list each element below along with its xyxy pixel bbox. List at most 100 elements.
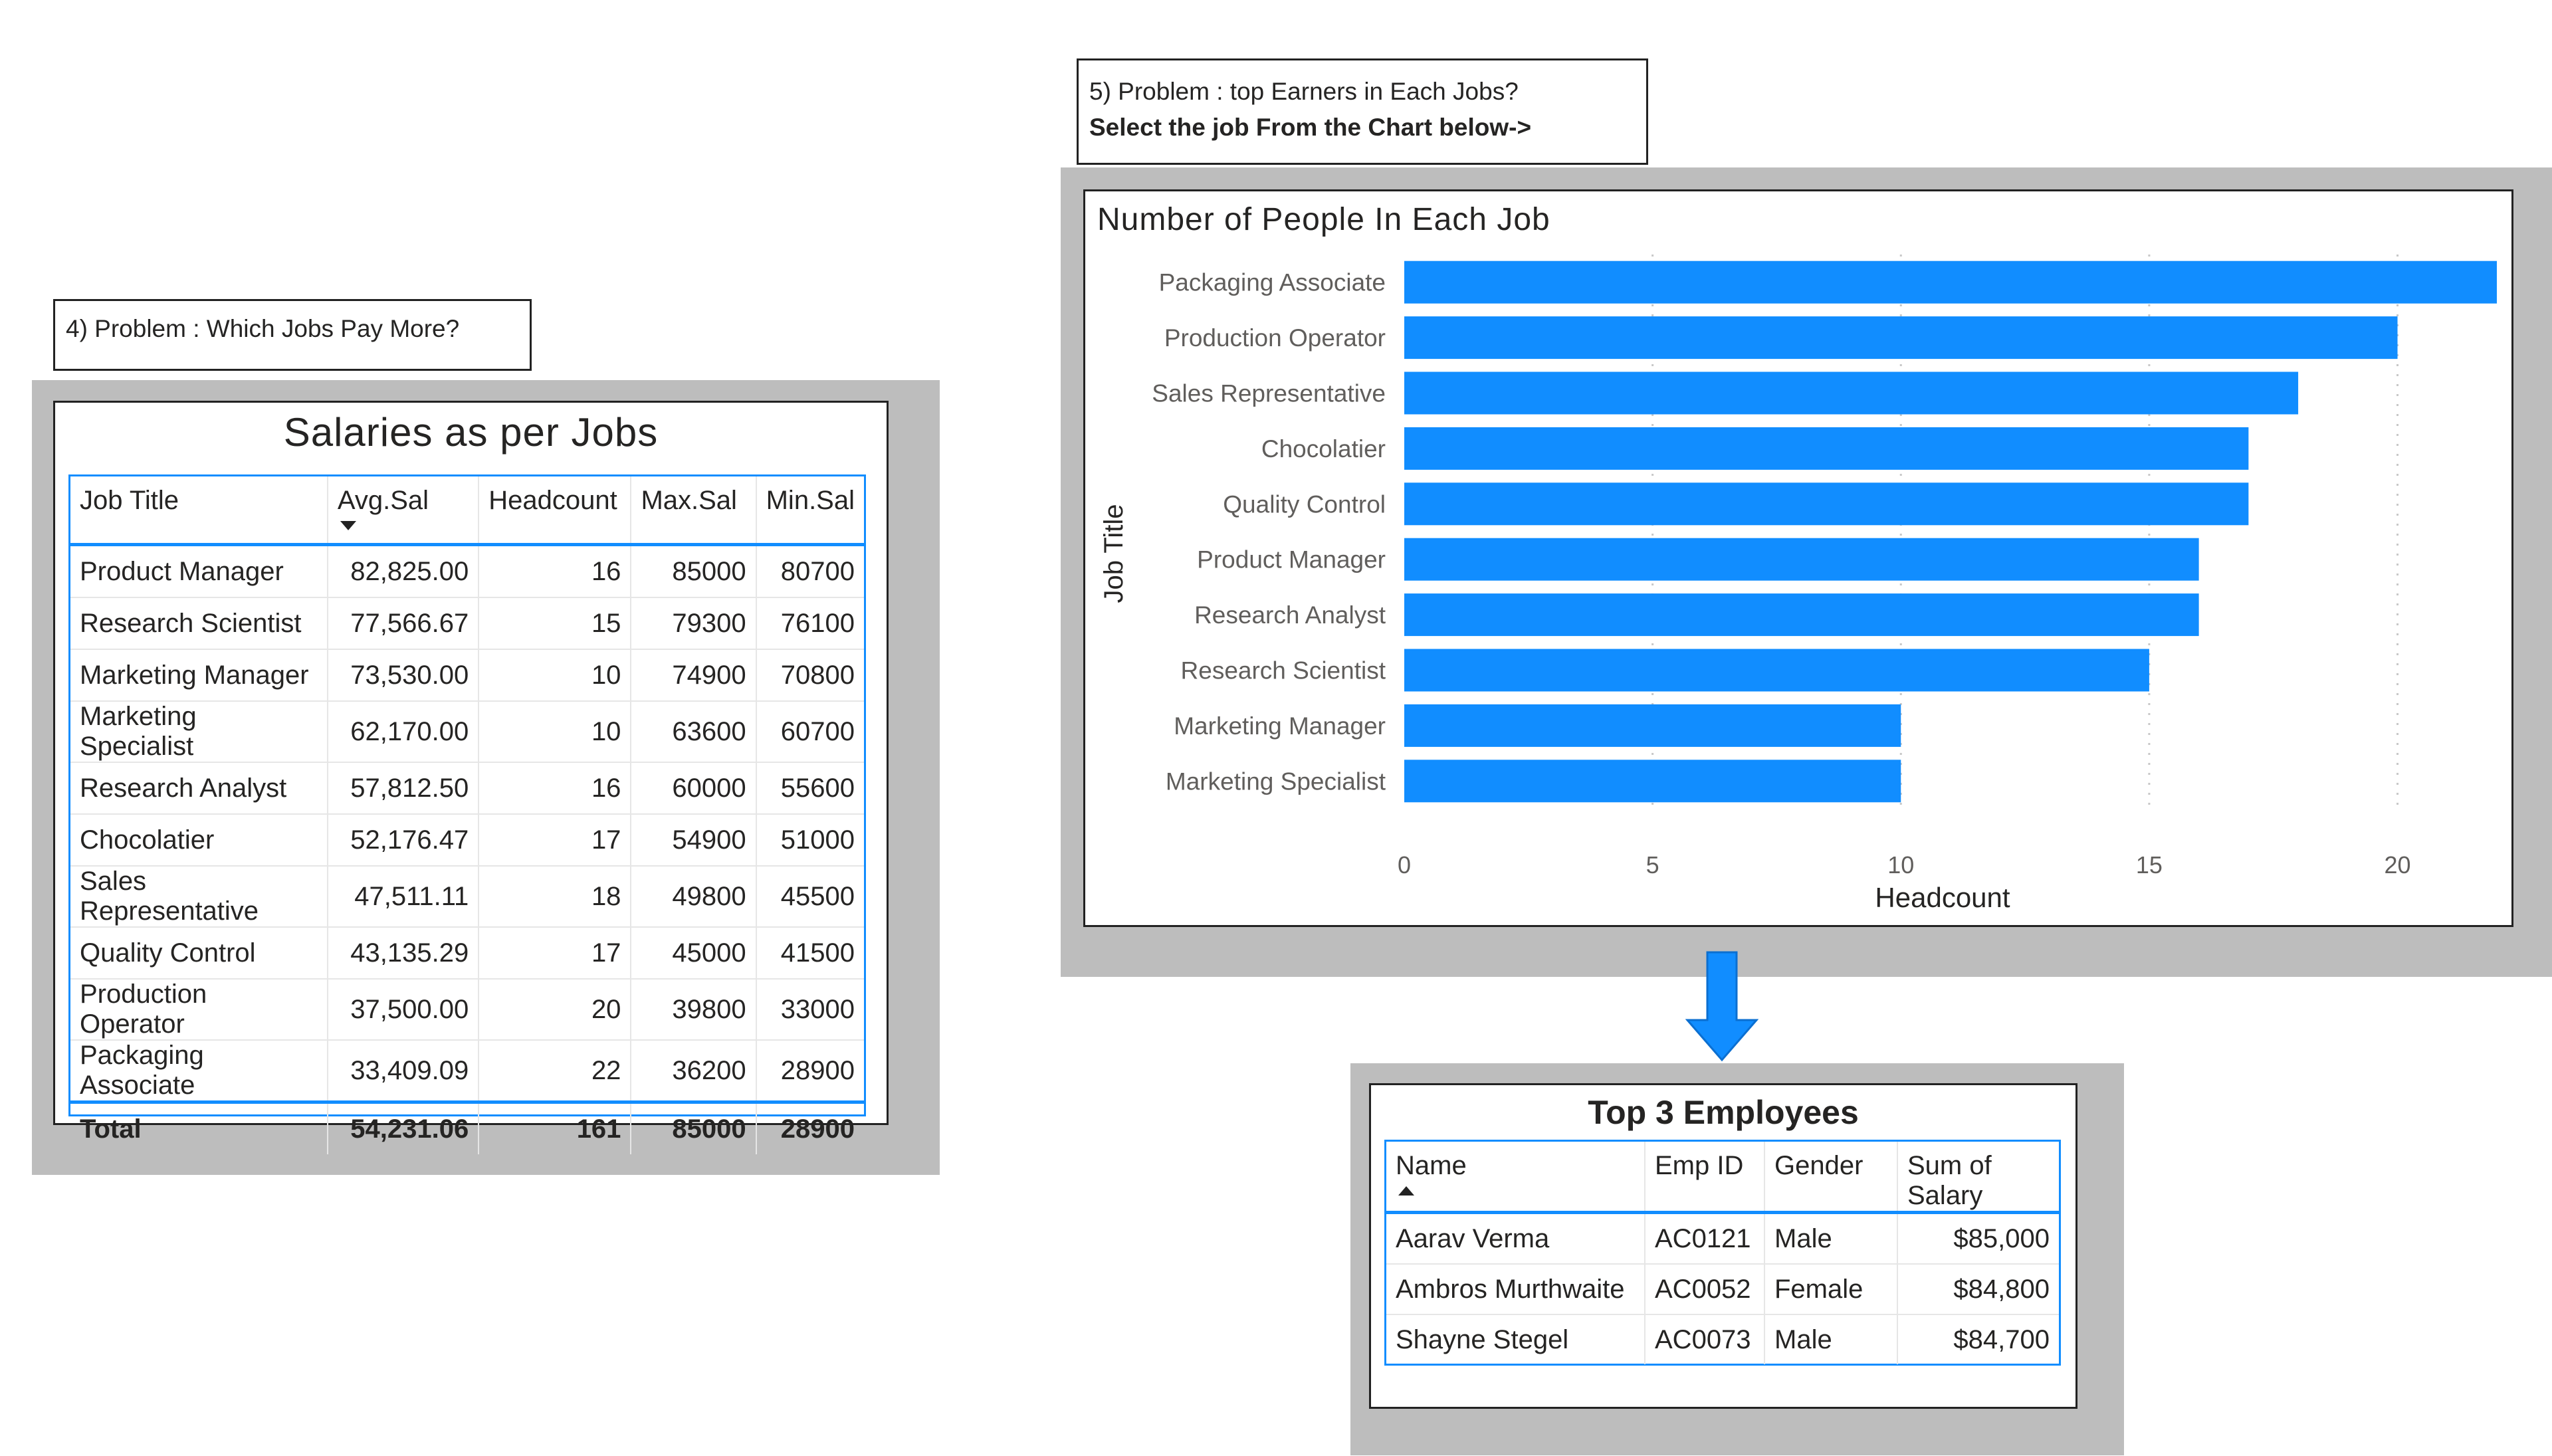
bar[interactable]	[1404, 371, 2299, 415]
category-label[interactable]: Sales Representative	[1152, 380, 1386, 407]
table-cell: 85000	[631, 1100, 757, 1154]
employees-table-body: Aarav Verma AC0121 Male $85,000 Ambros Murth…	[1386, 1212, 2059, 1364]
table-row[interactable]: Sales Representative 47,511.11 18 49800 4550…	[70, 866, 864, 928]
table-cell: 76100	[756, 597, 864, 650]
salary-table-body: Product Manager 82,825.00 16 85000 80700 Rese…	[70, 544, 864, 1154]
table-cell: 62,170.00	[327, 701, 480, 763]
category-label[interactable]: Marketing Specialist	[1166, 768, 1386, 795]
table-row[interactable]: Quality Control 43,135.29 17 45000 41500	[70, 927, 864, 980]
bar[interactable]	[1404, 760, 1901, 803]
x-tick-label: 20	[2385, 851, 2411, 879]
col-header-headcount[interactable]: Headcount	[478, 476, 632, 546]
table-cell: 74900	[631, 649, 757, 702]
x-tick-label: 10	[1887, 851, 1914, 879]
table-cell: Product Manager	[70, 544, 328, 598]
salary-table-frame: Job Title Avg.Sal Headcount Max.Sal Min.…	[68, 474, 866, 1154]
table-cell: 17	[478, 927, 632, 980]
salary-card: Salaries as per Jobs Job Title Avg.Sal H…	[53, 401, 889, 1154]
table-cell: 77,566.67	[327, 597, 480, 650]
table-cell: $84,700	[1953, 1324, 2050, 1354]
bar[interactable]	[1404, 482, 2249, 526]
table-cell: 17	[478, 814, 632, 867]
table-cell: Marketing Manager	[70, 649, 328, 702]
table-cell: 45000	[631, 927, 757, 980]
col-header-max-sal[interactable]: Max.Sal	[631, 476, 757, 546]
table-cell: Quality Control	[70, 927, 328, 980]
bar[interactable]	[1404, 260, 2497, 304]
bar[interactable]	[1404, 704, 1901, 747]
table-row[interactable]: Packaging Associate 33,409.09 22 36200 28900	[70, 1040, 864, 1103]
table-row[interactable]: Aarav Verma AC0121 Male $85,000	[1386, 1212, 2059, 1265]
table-row[interactable]: Marketing Specialist 62,170.00 10 63600 6070…	[70, 701, 864, 763]
employees-card: Top 3 Employees Name Emp ID Gender Sum o…	[1369, 1083, 2077, 1409]
table-cell: 82,825.00	[327, 544, 480, 598]
table-cell: 33000	[756, 979, 864, 1041]
table-cell: Research Analyst	[70, 762, 328, 815]
table-row[interactable]: Chocolatier 52,176.47 17 54900 51000	[70, 814, 864, 867]
bar[interactable]	[1404, 593, 2199, 637]
category-label[interactable]: Research Analyst	[1194, 601, 1386, 629]
table-cell: 10	[478, 701, 632, 763]
chart-category-labels: Packaging Associate Production Operator Sa…	[1152, 269, 1386, 795]
col-header-name[interactable]: Name	[1386, 1142, 1646, 1214]
table-cell: 43,135.29	[327, 927, 480, 980]
table-cell: 52,176.47	[327, 814, 480, 867]
table-cell: Male	[1764, 1314, 1898, 1364]
table-cell: 41500	[756, 927, 864, 980]
table-row[interactable]: Production Operator 37,500.00 20 39800 33000	[70, 979, 864, 1041]
category-label[interactable]: Packaging Associate	[1159, 269, 1386, 296]
category-label[interactable]: Chocolatier	[1261, 435, 1386, 463]
table-row[interactable]: Shayne Stegel AC0073 Male $84,700	[1386, 1314, 2059, 1364]
table-cell: Marketing Specialist	[70, 701, 328, 763]
col-header-gender[interactable]: Gender	[1764, 1142, 1898, 1214]
col-header-emp-id[interactable]: Emp ID	[1645, 1142, 1765, 1214]
employees-table-frame: Name Emp ID Gender Sum of Salary Aarav V…	[1384, 1140, 2061, 1366]
category-label[interactable]: Quality Control	[1223, 490, 1386, 518]
col-header-min-sal[interactable]: Min.Sal	[756, 476, 864, 546]
table-cell: 60700	[756, 701, 864, 763]
table-row[interactable]: Research Analyst 57,812.50 16 60000 55600	[70, 762, 864, 815]
table-cell: 60000	[631, 762, 757, 815]
salary-table-title: Salaries as per Jobs	[283, 410, 659, 455]
table-cell: $85,000	[1897, 1212, 2059, 1265]
col-header-avg-sal[interactable]: Avg.Sal	[327, 476, 480, 546]
table-row[interactable]: Marketing Manager 73,530.00 10 74900 70800	[70, 649, 864, 702]
chart-x-tick-labels: 0 5 10 15 20	[1398, 851, 2411, 879]
table-cell: Packaging Associate	[70, 1040, 328, 1103]
table-cell: 28900	[756, 1040, 864, 1103]
table-cell: 85000	[631, 544, 757, 598]
table-cell: 10	[478, 649, 632, 702]
table-cell: Female	[1764, 1264, 1898, 1315]
table-cell: AC0121	[1645, 1212, 1765, 1265]
table-cell: 49800	[631, 866, 757, 928]
sort-ascending-icon	[1398, 1186, 1414, 1196]
total-row[interactable]: Total 54,231.06 161 85000 28900	[70, 1100, 864, 1154]
table-cell: 39800	[631, 979, 757, 1041]
bar[interactable]	[1404, 316, 2398, 360]
table-cell: 79300	[631, 597, 757, 650]
table-row[interactable]: Research Scientist 77,566.67 15 79300 76100	[70, 597, 864, 650]
salary-header-row: Job Title Avg.Sal Headcount Max.Sal Min.…	[70, 476, 864, 546]
category-label[interactable]: Marketing Manager	[1174, 712, 1386, 740]
table-row[interactable]: Ambros Murthwaite AC0052 Female $84,800	[1386, 1264, 2059, 1315]
table-row[interactable]: Product Manager 82,825.00 16 85000 80700	[70, 544, 864, 598]
employees-header-row: Name Emp ID Gender Sum of Salary	[1386, 1142, 2059, 1214]
salary-table: Job Title Avg.Sal Headcount Max.Sal Min.…	[70, 476, 864, 1154]
bar[interactable]	[1404, 427, 2249, 470]
table-cell: 18	[478, 866, 632, 928]
category-label[interactable]: Production Operator	[1164, 324, 1386, 352]
x-tick-label: 15	[2136, 851, 2163, 879]
chart-card: Number of People In Each Job Job Title H…	[1083, 189, 2513, 927]
bar[interactable]	[1404, 538, 2199, 581]
table-cell: 45500	[756, 866, 864, 928]
x-tick-label: 0	[1398, 851, 1411, 879]
bar[interactable]	[1404, 649, 2149, 692]
table-cell: 22	[478, 1040, 632, 1103]
table-cell: Production Operator	[70, 979, 328, 1041]
category-label[interactable]: Product Manager	[1197, 546, 1386, 573]
category-label[interactable]: Research Scientist	[1181, 657, 1386, 684]
col-header-job-title[interactable]: Job Title	[70, 476, 328, 546]
employees-table: Name Emp ID Gender Sum of Salary Aarav V…	[1386, 1142, 2059, 1364]
col-header-sum-of-salary[interactable]: Sum of Salary	[1897, 1142, 2059, 1214]
bar-chart[interactable]: Number of People In Each Job Job Title H…	[1085, 191, 2511, 925]
